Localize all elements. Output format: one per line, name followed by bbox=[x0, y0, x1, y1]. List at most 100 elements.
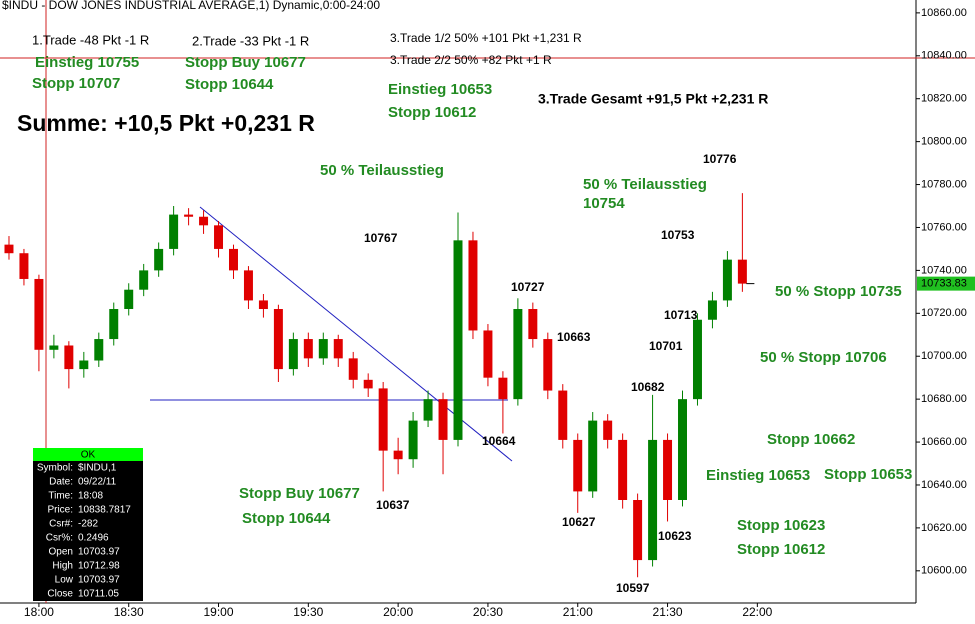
candle-body bbox=[154, 248, 164, 271]
annotation: Einstieg 10653 bbox=[388, 81, 492, 98]
annotations: 1.Trade -48 Pkt -1 R 2.Trade -33 Pkt -1 R… bbox=[17, 31, 912, 595]
annotation: Stopp 10612 bbox=[737, 541, 825, 558]
candle-body bbox=[468, 240, 478, 331]
info-box: OK Symbol: $INDU,1 Date: 09/22/11 Time: 18:08 P… bbox=[33, 448, 143, 601]
annotation: 10597 bbox=[616, 581, 650, 595]
y-tick-label: 10720.00 bbox=[921, 307, 967, 319]
candle-body bbox=[393, 450, 403, 460]
candle-body bbox=[483, 330, 493, 378]
candle-body bbox=[423, 399, 433, 421]
annotation: 10664 bbox=[482, 434, 516, 448]
candle-body bbox=[513, 309, 523, 400]
annotation: Stopp 10644 bbox=[185, 76, 274, 93]
candle-body bbox=[558, 390, 568, 440]
candle-body bbox=[273, 309, 283, 370]
candle-body bbox=[573, 439, 583, 492]
candle-body bbox=[288, 339, 298, 370]
last-price-box bbox=[917, 276, 975, 291]
candle-body bbox=[139, 270, 149, 290]
y-tick-label: 10600.00 bbox=[921, 565, 967, 577]
info-label: Symbol: bbox=[37, 463, 73, 474]
x-tick-label: 19:00 bbox=[204, 605, 234, 619]
annotation: 10663 bbox=[557, 330, 591, 344]
candle-body bbox=[64, 345, 74, 370]
candle-body bbox=[79, 360, 89, 370]
candle-body bbox=[543, 339, 553, 391]
annotation: 3.Trade 1/2 50% +101 Pkt +1,231 R bbox=[390, 31, 582, 45]
annotation: 50 % Stopp 10706 bbox=[760, 349, 887, 366]
x-tick-label: 21:00 bbox=[563, 605, 593, 619]
x-tick-label: 22:00 bbox=[742, 605, 772, 619]
candle-body bbox=[333, 339, 343, 359]
candle-body bbox=[229, 248, 238, 271]
info-label: Date: bbox=[49, 477, 73, 488]
y-tick-label: 10700.00 bbox=[921, 350, 967, 362]
candle-body bbox=[303, 339, 313, 359]
y-tick-label: 10820.00 bbox=[921, 93, 967, 105]
candle-body bbox=[169, 214, 179, 249]
info-label: Time: bbox=[48, 491, 73, 502]
candle-body bbox=[603, 420, 613, 440]
info-header-bg bbox=[33, 448, 143, 461]
annotation: 10767 bbox=[364, 231, 398, 245]
candle-body bbox=[408, 420, 418, 460]
info-label: Close bbox=[47, 589, 73, 600]
info-value: 0.2496 bbox=[78, 533, 109, 544]
info-value: 10838.7817 bbox=[78, 505, 131, 516]
info-header: OK bbox=[81, 450, 96, 461]
y-tick-label: 10680.00 bbox=[921, 393, 967, 405]
annotation: Stopp 10612 bbox=[388, 104, 476, 121]
annotation: Stopp 10653 bbox=[824, 466, 912, 483]
y-tick-label: 10800.00 bbox=[921, 136, 967, 148]
info-value: -282 bbox=[78, 519, 98, 530]
candle-body bbox=[243, 270, 253, 301]
candle-body bbox=[109, 309, 119, 340]
info-value: 18:08 bbox=[78, 491, 103, 502]
x-tick-label: 20:30 bbox=[473, 605, 503, 619]
candle-body bbox=[4, 244, 14, 254]
candle-body bbox=[49, 345, 59, 350]
annotation: Stopp 10623 bbox=[737, 517, 825, 534]
y-tick-label: 10860.00 bbox=[921, 7, 967, 19]
candle-body bbox=[258, 300, 268, 310]
x-tick-label: 20:00 bbox=[383, 605, 413, 619]
annotation: 2.Trade -33 Pkt -1 R bbox=[192, 33, 309, 48]
y-tick-label: 10840.00 bbox=[921, 50, 967, 62]
info-label: Open bbox=[49, 547, 73, 558]
candle-body bbox=[648, 439, 658, 561]
info-value: $INDU,1 bbox=[78, 463, 117, 474]
candle-body bbox=[438, 399, 448, 440]
candle-body bbox=[199, 216, 209, 226]
y-tick-label: 10740.00 bbox=[921, 264, 967, 276]
y-tick-label: 10760.00 bbox=[921, 221, 967, 233]
candle-body bbox=[378, 388, 388, 451]
x-tick-label: 18:00 bbox=[24, 605, 54, 619]
info-label: Price: bbox=[47, 505, 73, 516]
annotation: Stopp 10644 bbox=[242, 510, 331, 527]
annotation: Einstieg 10755 bbox=[35, 54, 139, 71]
candles bbox=[4, 193, 747, 578]
annotation: Stopp 10707 bbox=[32, 75, 120, 92]
info-value: 10712.98 bbox=[78, 561, 120, 572]
candle-body bbox=[19, 253, 29, 279]
annotation: 10776 bbox=[703, 152, 737, 166]
annotation: 50 % Teilausstieg bbox=[583, 176, 707, 193]
y-tick-label: 10780.00 bbox=[921, 178, 967, 190]
candle-body bbox=[707, 300, 717, 320]
y-tick-label: 10620.00 bbox=[921, 522, 967, 534]
annotation: 10627 bbox=[562, 515, 596, 529]
annotation: 10727 bbox=[511, 280, 545, 294]
annotation: Einstieg 10653 bbox=[706, 467, 810, 484]
x-tick-label: 18:30 bbox=[114, 605, 144, 619]
annotation: 3.Trade Gesamt +91,5 Pkt +2,231 R bbox=[538, 91, 768, 107]
annotation: 10623 bbox=[658, 529, 692, 543]
candle-body bbox=[34, 278, 44, 350]
candle-body bbox=[184, 214, 194, 217]
candle-body bbox=[737, 259, 747, 284]
annotation: 3.Trade 2/2 50% +82 Pkt +1 R bbox=[390, 53, 552, 67]
candle-body bbox=[318, 339, 328, 359]
annotation: 1.Trade -48 Pkt -1 R bbox=[32, 32, 149, 47]
candle-body bbox=[528, 309, 538, 340]
